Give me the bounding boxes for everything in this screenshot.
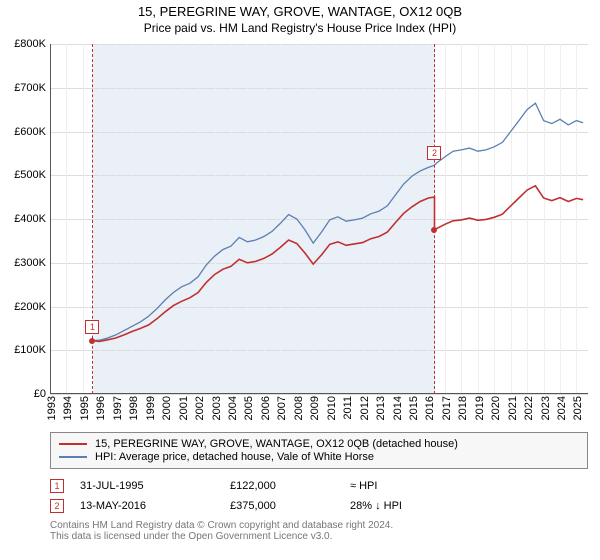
xtick-label: 2012 (359, 394, 371, 420)
xtick-label: 2000 (161, 394, 173, 420)
xtick-label: 2014 (392, 394, 404, 420)
xtick-label: 2020 (490, 394, 502, 420)
sale-row: 1 31-JUL-1995£122,000≈ HPI (50, 476, 588, 496)
sale-date: 31-JUL-1995 (80, 480, 230, 492)
xtick-label: 2009 (309, 394, 321, 420)
ytick-label: £400K (14, 213, 50, 225)
ytick-label: £800K (14, 38, 50, 50)
legend-label-hpi: HPI: Average price, detached house, Vale… (95, 451, 374, 463)
sales-table: 1 31-JUL-1995£122,000≈ HPI 2 13-MAY-2016£37… (50, 476, 588, 516)
xtick-label: 2023 (540, 394, 552, 420)
sale-diff: ≈ HPI (350, 480, 450, 492)
chart-title: 15, PEREGRINE WAY, GROVE, WANTAGE, OX12 … (0, 4, 600, 19)
xtick-label: 2022 (523, 394, 535, 420)
chart-container: 15, PEREGRINE WAY, GROVE, WANTAGE, OX12 … (0, 0, 600, 560)
footer: Contains HM Land Registry data © Crown c… (50, 520, 588, 542)
ytick-label: £500K (14, 169, 50, 181)
marker-badge: 1 (85, 320, 99, 334)
xtick-label: 1995 (79, 394, 91, 420)
chart-subtitle: Price paid vs. HM Land Registry's House … (0, 21, 600, 35)
ytick-label: £100K (14, 344, 50, 356)
marker-badge: 2 (427, 146, 441, 160)
footer-line1: Contains HM Land Registry data © Crown c… (50, 520, 588, 531)
legend-row-property: 15, PEREGRINE WAY, GROVE, WANTAGE, OX12 … (59, 438, 579, 450)
xtick-label: 2021 (507, 394, 519, 420)
xtick-label: 1993 (46, 394, 58, 420)
xtick-label: 2008 (293, 394, 305, 420)
legend: 15, PEREGRINE WAY, GROVE, WANTAGE, OX12 … (50, 432, 588, 469)
sale-marker: 2 (50, 499, 64, 513)
ytick-label: £300K (14, 257, 50, 269)
sale-dot (89, 338, 95, 344)
sale-diff: 28% ↓ HPI (350, 500, 450, 512)
legend-label-property: 15, PEREGRINE WAY, GROVE, WANTAGE, OX12 … (95, 438, 458, 450)
ytick-label: £200K (14, 301, 50, 313)
series-property (92, 186, 583, 342)
legend-swatch-hpi (59, 456, 87, 458)
sale-dot (431, 227, 437, 233)
sale-marker: 1 (50, 479, 64, 493)
xtick-label: 1996 (95, 394, 107, 420)
line-series (50, 44, 588, 394)
chart-area: 12 £0£100K£200K£300K£400K£500K£600K£700K… (50, 44, 588, 394)
xtick-label: 2024 (556, 394, 568, 420)
xtick-label: 2018 (457, 394, 469, 420)
legend-swatch-property (59, 443, 87, 445)
xtick-label: 2010 (326, 394, 338, 420)
marker-guideline (434, 44, 435, 394)
sale-price: £375,000 (230, 500, 350, 512)
xtick-label: 1997 (112, 394, 124, 420)
xtick-label: 2003 (211, 394, 223, 420)
xtick-label: 2019 (474, 394, 486, 420)
xtick-label: 2001 (178, 394, 190, 420)
xtick-label: 2016 (424, 394, 436, 420)
ytick-label: £700K (14, 82, 50, 94)
ytick-label: £600K (14, 126, 50, 138)
xtick-label: 2013 (375, 394, 387, 420)
sale-date: 13-MAY-2016 (80, 500, 230, 512)
footer-line2: This data is licensed under the Open Gov… (50, 531, 588, 542)
xtick-label: 2011 (342, 394, 354, 420)
xtick-label: 2007 (276, 394, 288, 420)
xtick-label: 2006 (260, 394, 272, 420)
xtick-label: 1994 (62, 394, 74, 420)
xtick-label: 2004 (227, 394, 239, 420)
xtick-label: 2005 (243, 394, 255, 420)
titles: 15, PEREGRINE WAY, GROVE, WANTAGE, OX12 … (0, 0, 600, 35)
legend-row-hpi: HPI: Average price, detached house, Vale… (59, 451, 579, 463)
sale-price: £122,000 (230, 480, 350, 492)
xtick-label: 2025 (572, 394, 584, 420)
xtick-label: 2015 (408, 394, 420, 420)
series-hpi (92, 103, 583, 341)
xtick-label: 1998 (128, 394, 140, 420)
sale-row: 2 13-MAY-2016£375,00028% ↓ HPI (50, 496, 588, 516)
xtick-label: 2002 (194, 394, 206, 420)
xtick-label: 1999 (145, 394, 157, 420)
xtick-label: 2017 (441, 394, 453, 420)
